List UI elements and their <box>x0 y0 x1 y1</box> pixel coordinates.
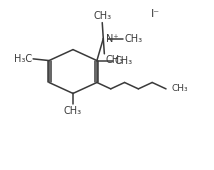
Text: CH₃: CH₃ <box>124 34 142 44</box>
Text: CH₃: CH₃ <box>64 106 82 116</box>
Text: CH₃: CH₃ <box>171 84 188 93</box>
Text: CH₃: CH₃ <box>114 56 132 66</box>
Text: I⁻: I⁻ <box>151 9 160 19</box>
Text: H₃C: H₃C <box>14 54 32 64</box>
Text: CH₃: CH₃ <box>106 55 123 65</box>
Text: N⁺: N⁺ <box>106 34 119 44</box>
Text: CH₃: CH₃ <box>93 11 111 21</box>
